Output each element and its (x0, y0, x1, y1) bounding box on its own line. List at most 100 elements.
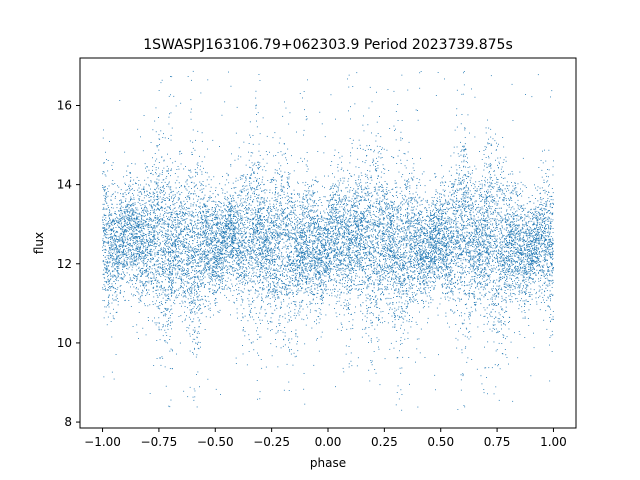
data-point (533, 217, 534, 219)
data-point (461, 194, 463, 195)
data-point (458, 227, 460, 229)
data-point (219, 233, 221, 235)
data-point (490, 145, 492, 146)
data-point (419, 263, 420, 265)
data-point (305, 324, 307, 326)
data-point (414, 300, 416, 301)
data-point (143, 208, 145, 210)
data-point (463, 187, 465, 188)
data-point (438, 267, 440, 268)
data-point (197, 298, 199, 300)
data-point (121, 218, 123, 220)
data-point (197, 162, 199, 164)
data-point (121, 278, 122, 280)
data-point (354, 206, 356, 207)
data-point (388, 243, 390, 245)
data-point (436, 214, 438, 216)
data-point (428, 254, 429, 256)
data-point (369, 252, 371, 254)
data-point (328, 248, 330, 249)
data-point (221, 275, 223, 277)
data-point (288, 293, 290, 295)
data-point (291, 331, 292, 332)
data-point (193, 269, 195, 271)
data-point (238, 263, 240, 265)
data-point (149, 240, 151, 242)
data-point (284, 335, 286, 337)
data-point (263, 224, 265, 226)
data-point (431, 256, 433, 258)
data-point (154, 195, 155, 197)
data-point (486, 257, 488, 259)
data-point (489, 196, 491, 198)
data-point (224, 223, 226, 224)
data-point (262, 169, 264, 171)
data-point (185, 181, 187, 183)
data-point (214, 278, 216, 280)
data-point (292, 259, 294, 261)
data-point (314, 234, 316, 236)
data-point (523, 253, 525, 254)
data-point (290, 281, 292, 283)
data-point (506, 257, 508, 259)
data-point (356, 230, 358, 232)
data-point (385, 189, 387, 191)
data-point (224, 216, 226, 217)
data-point (303, 236, 305, 237)
data-point (532, 271, 533, 272)
data-point (498, 289, 499, 290)
data-point (273, 220, 274, 222)
data-point (537, 233, 539, 234)
data-point (484, 256, 486, 258)
data-point (250, 186, 252, 188)
data-point (204, 156, 206, 158)
data-point (179, 233, 181, 235)
data-point (136, 243, 138, 245)
data-point (431, 260, 433, 262)
data-point (350, 206, 352, 208)
data-point (229, 241, 230, 242)
data-point (186, 259, 187, 261)
data-point (242, 345, 243, 346)
data-point (126, 248, 128, 249)
data-point (505, 156, 507, 158)
data-point (495, 223, 497, 225)
data-point (525, 265, 526, 267)
data-point (401, 257, 402, 258)
data-point (506, 224, 508, 226)
data-point (338, 184, 340, 186)
data-point (253, 319, 255, 321)
data-point (451, 235, 452, 237)
data-point (515, 228, 517, 230)
data-point (481, 286, 483, 288)
data-point (154, 238, 156, 240)
data-point (372, 262, 374, 263)
data-point (280, 170, 282, 172)
data-point (338, 255, 340, 257)
data-point (466, 206, 468, 207)
data-point (499, 185, 500, 187)
data-point (250, 256, 252, 258)
data-point (543, 273, 545, 275)
data-point (233, 187, 235, 189)
data-point (160, 201, 162, 203)
data-point (360, 294, 362, 295)
data-point (232, 222, 234, 223)
data-point (319, 218, 321, 220)
data-point (197, 187, 198, 189)
data-point (454, 276, 456, 278)
data-point (277, 152, 279, 153)
data-point (335, 212, 337, 214)
data-point (154, 188, 155, 190)
data-point (369, 210, 371, 212)
data-point (236, 260, 238, 262)
data-point (346, 253, 348, 255)
data-point (318, 278, 320, 280)
data-point (123, 219, 125, 220)
data-point (406, 306, 408, 308)
data-point (453, 256, 455, 257)
data-point (239, 240, 241, 242)
data-point (270, 330, 271, 332)
data-point (251, 238, 253, 240)
data-point (330, 236, 331, 237)
